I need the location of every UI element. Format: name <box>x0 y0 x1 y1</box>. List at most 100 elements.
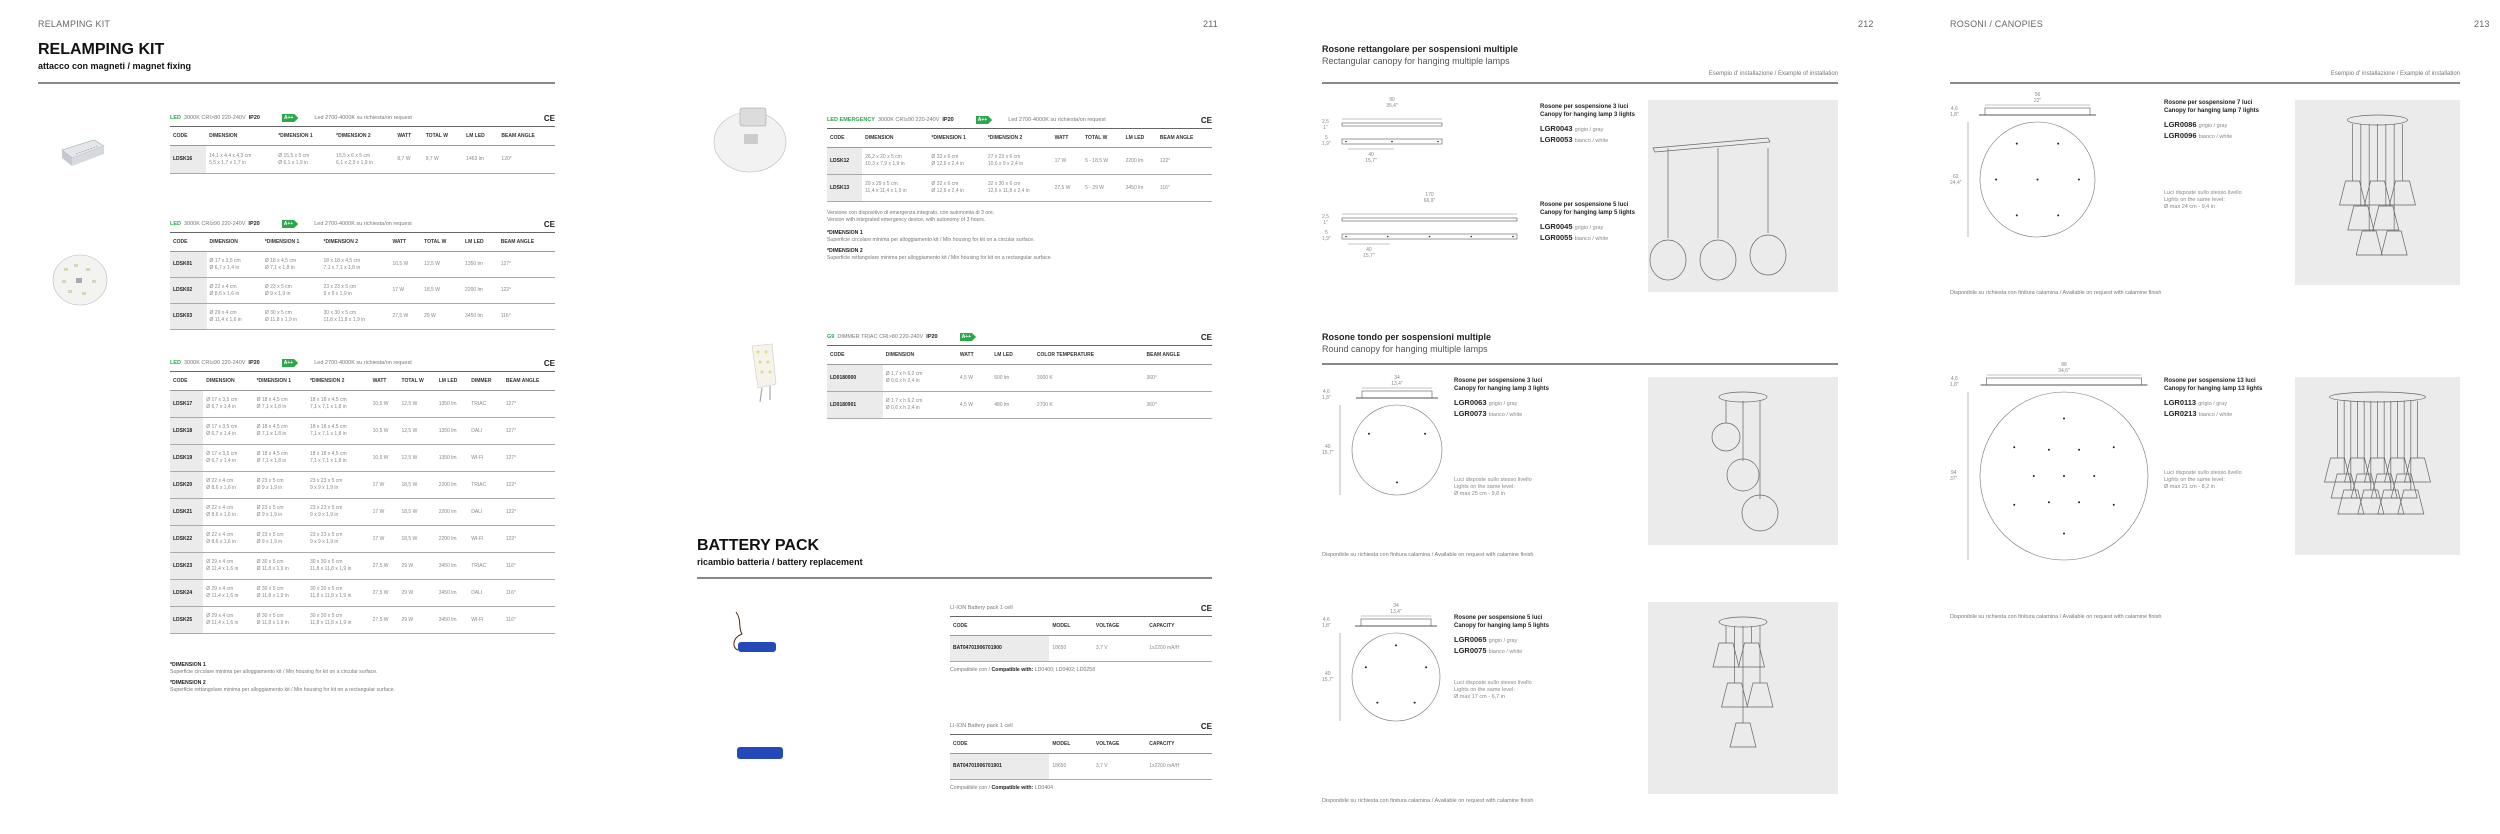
cell-line: Ø 17 x 3,5 cm <box>209 257 241 264</box>
cell-line: 29 x 29 x 5 cm <box>865 181 898 187</box>
cell-line: Ø 17 x 3,5 cm <box>206 397 238 403</box>
rect-section-subtitle: Rectangular canopy for hanging multiple … <box>1322 56 1510 66</box>
cell-line: 10,6 x 9 x 2,4 in <box>987 161 1024 167</box>
table-cell: Ø 29 x 4 cm Ø 11,4 x 1,6 in <box>203 552 254 580</box>
canopy-finish: grigio / gray <box>1574 127 1604 133</box>
installation-example-round-7 <box>2295 100 2460 285</box>
table-cell: 3450 lm <box>1122 174 1157 202</box>
round-section-subtitle: Round canopy for hanging multiple lamps <box>1322 344 1488 354</box>
table-cell: 3,7 V <box>1092 635 1147 662</box>
light-hole <box>2093 475 2096 477</box>
note-title: *DIMENSION 2 <box>170 680 206 686</box>
column-header: WATT <box>956 345 992 365</box>
cell-line: Ø 6,7 x 1,4 in <box>206 404 236 410</box>
table-cell: 1350 lm <box>435 444 469 472</box>
page-number-213: 213 <box>2474 19 2490 29</box>
cell-line: Ø 11,8 x 1,9 in <box>264 316 298 323</box>
canopy-code: LGR0073 <box>1454 409 1487 418</box>
table-cell: Ø 23 x 5 cm Ø 9 x 1,9 in <box>253 471 307 499</box>
dim-in: 66,9" <box>1423 198 1436 204</box>
pendant-lamp <box>1711 422 1741 452</box>
product-code: LDSK02 <box>170 277 207 304</box>
cell-line: Ø 1,7 x h 6,2 cm <box>885 371 923 377</box>
table-cell: 480 lm <box>991 391 1034 419</box>
table-cell: 12,5 W <box>398 390 436 418</box>
canopy-name-it: Rosone per sospensione 13 luci <box>2164 378 2256 384</box>
battery-image <box>737 747 783 759</box>
cell-line: Ø 18 x 4,5 cm <box>264 257 296 264</box>
table-cell: 116° <box>502 579 555 607</box>
note-title: *DIMENSION 1 <box>170 662 206 668</box>
cell-line: Ø 22 x 4 cm <box>206 532 234 538</box>
canopy-codes: LGR0063 grigio / gray LGR0073 bianco / wh… <box>1454 398 1549 420</box>
canopy-drawing-svg <box>1967 374 2149 561</box>
pendant-lamp <box>2337 489 2365 515</box>
canopy-code-line: LGR0113 grigio / gray <box>2164 398 2262 409</box>
ce-mark-icon: CE <box>543 358 555 368</box>
table-cell: Ø 22 x 4 cm Ø 8,6 x 1,6 in <box>206 277 262 304</box>
canopy-drawing <box>1322 603 1470 746</box>
compat-label: Compatibile con / <box>950 785 991 791</box>
pendant-lamp <box>1721 682 1748 708</box>
cell-line: 11,8 x 11,8 x 1,9 in <box>309 593 352 599</box>
table-cell: 27,5 W <box>1051 174 1083 202</box>
spec-line: LED 3000K CRI≥90 220-240V IP20 A++ Led 2700-… <box>170 358 555 368</box>
spec-table: CODE DIMENSION *DIMENSION 1 *DIMENSION 2 WAT… <box>170 371 555 634</box>
dim-cm: 40 <box>1368 152 1374 158</box>
canopy-disc <box>1718 391 1768 403</box>
table-cell: 2200 lm <box>1122 147 1157 175</box>
column-header: WATT <box>394 126 423 146</box>
cell-line: Ø 6,7 x 1,4 in <box>206 431 236 437</box>
light-hole <box>1386 235 1389 238</box>
column-header: DIMMER <box>468 371 503 391</box>
column-header: *DIMENSION 2 <box>320 232 390 252</box>
dimension-h1: 4,6 1,8" <box>1322 389 1331 401</box>
table-row: LDSK20 Ø 22 x 4 cm Ø 8,6 x 1,6 in Ø 23 x 5 … <box>170 471 555 499</box>
column-header: CODE <box>950 616 1050 636</box>
canopies-divider <box>1950 82 2460 84</box>
cell-line: Ø 7,1 x 1,8 in <box>264 264 295 271</box>
table-cell: 17 W <box>369 471 399 499</box>
table-cell: Ø 1,7 x h 6,2 cm Ø 0,6 x h 2,4 in <box>882 364 957 392</box>
color-temperature-note: Led 2700-4000K su richiesta/on request <box>314 221 412 227</box>
column-header: *DIMENSION 1 <box>275 126 334 146</box>
table-cell: 26,2 x 20 x 5 cm 10,3 x 7,9 x 1,9 in <box>862 147 929 175</box>
cell-line: Ø 11,4 x 1,6 in <box>206 593 239 599</box>
compat-label-en: Compatible with: <box>991 785 1034 791</box>
canopy-info: Rosone per sospensione 5 luci Canopy for … <box>1454 615 1549 657</box>
table-cell: Ø 29 x 4 cm Ø 11,4 x 1,6 in <box>203 579 254 607</box>
ce-mark-icon: CE <box>1200 721 1212 731</box>
table-cell: 17 W <box>369 525 399 553</box>
ce-mark-icon: CE <box>1200 332 1212 342</box>
table-cell: 127° <box>502 390 555 418</box>
canopy-name-it: Rosone per sospensione 3 luci <box>1454 378 1543 384</box>
canopy-info: Rosone per sospensione 13 luci Canopy for… <box>2164 378 2262 420</box>
cell-line: Ø 22 x 4 cm <box>209 283 237 290</box>
dim-cm: 4,6 <box>1950 106 1958 112</box>
cell-line: Ø 11,8 x 1,9 in <box>256 566 289 572</box>
product-code: LDSK18 <box>170 417 204 445</box>
dimension-notes: *DIMENSION 1 Superficie circolare minima… <box>170 662 555 694</box>
light-hole <box>2112 446 2115 449</box>
canopy-info: Rosone per sospensione 3 luci Canopy for … <box>1540 104 1635 146</box>
canopy-name-it: Rosone per sospensione 5 luci <box>1454 615 1543 621</box>
canopy-drawing <box>1950 362 2178 585</box>
canopy-codes: LGR0113 grigio / gray LGR0213 bianco / wh… <box>2164 398 2262 420</box>
light-hole <box>1425 666 1428 669</box>
product-code: LDSK22 <box>170 525 204 553</box>
light-hole <box>2013 446 2016 449</box>
spec-line: LED 3000K CRI≥90 220-240V IP20 A++ Led 2700-… <box>170 219 555 229</box>
table-cell: Ø 18 x 4,5 cm Ø 7,1 x 1,8 in <box>253 390 307 418</box>
table-cell: TRIAC <box>468 471 503 499</box>
dim-cm: 40 <box>1324 671 1331 677</box>
table-cell: 5 - 18,5 W <box>1082 147 1123 175</box>
cell-line: 9 x 9 x 1,9 in <box>323 290 352 297</box>
canopy-code-line: LGR0075 bianco / white <box>1454 646 1549 657</box>
emergency-note: Versione con dispositivo di emergenza in… <box>827 210 995 216</box>
spec-type: LED <box>170 115 181 121</box>
canopy-finish: grigio / gray <box>1488 638 1518 644</box>
canopy-code: LGR0063 <box>1454 398 1487 407</box>
canopy-side-view <box>1361 390 1433 399</box>
table-cell: TRIAC <box>468 390 503 418</box>
finish-note: Disponibile su richiesta con finitura ca… <box>1950 614 2162 620</box>
